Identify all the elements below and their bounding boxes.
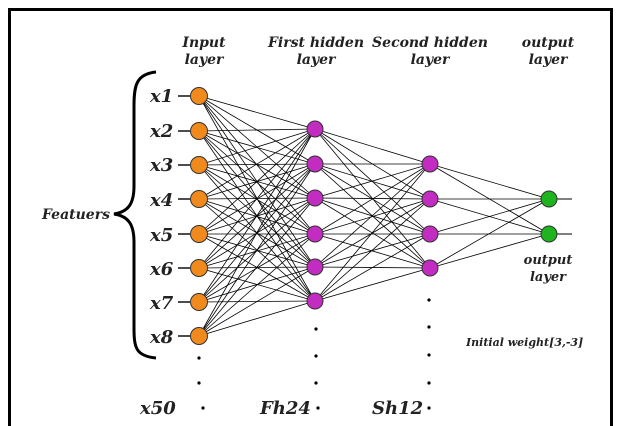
hidden1-node-5	[306, 258, 324, 276]
input-layer-header-line2: layer	[185, 52, 225, 68]
edge-input-5-to-hidden1-1	[198, 128, 316, 235]
input-label-x1: x1	[149, 86, 173, 107]
bottom-label-hidden1: Fh24	[259, 398, 311, 419]
output-layer-header-line1: output	[522, 35, 575, 51]
edge-input-1-to-hidden1-4	[198, 95, 316, 235]
input-label-x5: x5	[149, 225, 173, 246]
edge-input-7-to-hidden1-1	[198, 128, 316, 303]
edge-hidden1-6-to-hidden2-2	[314, 198, 431, 302]
hidden2-node-2	[421, 190, 439, 208]
edge-input-2-to-hidden1-4	[198, 130, 316, 235]
hidden2-node-1	[421, 155, 439, 173]
edge-hidden2-3-to-output-1	[429, 198, 550, 235]
edge-input-3-to-hidden1-1	[198, 128, 316, 166]
edge-hidden1-4-to-hidden2-2	[314, 198, 431, 235]
edge-input-8-to-hidden1-4	[198, 233, 316, 337]
output-layer-header-line2: layer	[529, 52, 569, 68]
edge-input-2-to-hidden1-1	[198, 128, 316, 132]
edge-hidden1-4-to-hidden2-4	[314, 233, 431, 269]
bottom-label-hidden2: Sh12	[372, 398, 423, 419]
input-label-x6: x6	[149, 259, 174, 280]
edge-hidden1-6-to-hidden2-1	[314, 163, 431, 302]
input-label-x8: x8	[149, 327, 174, 348]
hidden2-header-line1: Second hidden	[372, 35, 488, 51]
edge-hidden1-2-to-hidden2-2	[314, 163, 431, 200]
bottom-label-input: x50	[139, 398, 176, 419]
edge-input-7-to-hidden1-4	[198, 233, 316, 303]
input-node-3	[190, 156, 208, 174]
edge-hidden1-3-to-hidden2-2	[314, 197, 431, 200]
output-node-1	[540, 190, 558, 208]
input-layer-header-line1: Input	[181, 35, 226, 51]
edge-hidden2-1-to-output-1	[429, 163, 550, 200]
input-node-4	[190, 190, 208, 208]
edge-input-3-to-hidden1-4	[198, 164, 316, 235]
edge-input-1-to-hidden1-1	[198, 95, 316, 130]
hidden1-node-2	[306, 155, 324, 173]
input-node-8	[190, 327, 208, 345]
input-node-6	[190, 259, 208, 277]
hidden1-node-3	[306, 189, 324, 207]
neurons	[190, 87, 558, 345]
edge-input-2-to-hidden1-2	[198, 130, 316, 165]
input-label-x4: x4	[149, 190, 173, 211]
output-side-label-line2: layer	[530, 270, 567, 285]
input-node-5	[190, 225, 208, 243]
edge-hidden2-4-to-output-1	[429, 198, 550, 269]
input-label-x7: x7	[149, 293, 174, 314]
hidden2-node-3	[421, 225, 439, 243]
edge-input-8-to-hidden1-5	[198, 266, 316, 337]
edge-input-6-to-hidden1-4	[198, 233, 316, 269]
input-node-7	[190, 293, 208, 311]
edge-input-8-to-hidden1-1	[198, 128, 316, 337]
edge-hidden1-4-to-hidden2-1	[314, 163, 431, 235]
edge-hidden1-6-to-hidden2-4	[314, 267, 431, 302]
hidden1-node-6	[306, 292, 324, 310]
input-labels: x1 x2 x3 x4 x5 x6 x7 x8	[149, 86, 174, 348]
input-node-2	[190, 122, 208, 140]
edge-hidden2-4-to-output-2	[429, 233, 550, 269]
edge-hidden1-3-to-hidden2-1	[314, 163, 431, 199]
edge-hidden1-1-to-hidden2-1	[314, 128, 431, 165]
features-label: Featuers	[41, 207, 110, 223]
input-node-1	[190, 87, 208, 105]
initial-weight-note: Initial weight[3,-3]	[465, 336, 583, 349]
continuation-dots	[197, 298, 431, 410]
hidden2-header-line2: layer	[411, 52, 451, 68]
input-label-x3: x3	[149, 155, 173, 176]
output-side-label-line1: output	[524, 253, 573, 268]
hidden1-node-1	[306, 120, 324, 138]
hidden1-node-4	[306, 225, 324, 243]
features-brace	[113, 70, 157, 360]
edge-input-8-to-hidden1-6	[198, 300, 316, 337]
connections	[198, 95, 572, 337]
edge-input-8-to-hidden1-2	[198, 163, 316, 337]
hidden2-node-4	[421, 259, 439, 277]
output-node-2	[540, 225, 558, 243]
input-leader-lines	[178, 95, 190, 337]
hidden1-header-line1: First hidden	[267, 35, 364, 51]
edge-hidden1-6-to-hidden2-3	[314, 233, 431, 302]
diagram-frame	[8, 8, 613, 426]
edge-hidden1-5-to-hidden2-1	[314, 163, 431, 268]
edge-input-8-to-hidden1-3	[198, 197, 316, 337]
hidden1-header-line2: layer	[297, 52, 337, 68]
edge-input-4-to-hidden1-1	[198, 128, 316, 200]
input-label-x2: x2	[149, 121, 173, 142]
edge-input-6-to-hidden1-1	[198, 128, 316, 269]
